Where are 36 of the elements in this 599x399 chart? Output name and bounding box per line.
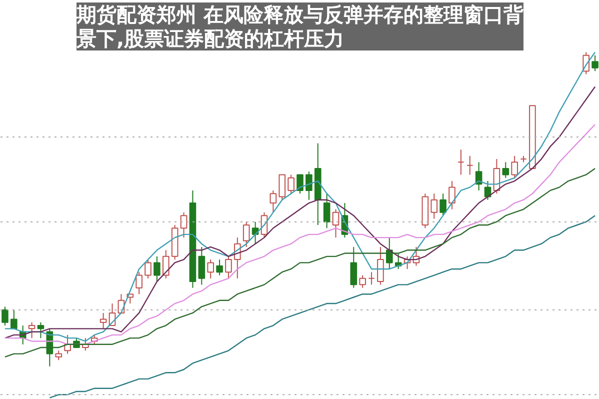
- candlestick: [144, 259, 152, 279]
- candlestick: [136, 272, 142, 295]
- candlestick: [466, 155, 474, 176]
- candlestick: [270, 190, 277, 213]
- candlestick: [154, 256, 160, 282]
- candlestick: [100, 312, 107, 330]
- candlestick: [296, 174, 304, 194]
- candlestick: [288, 174, 294, 194]
- candlestick: [37, 322, 44, 339]
- candlestick: [458, 149, 464, 176]
- candlestick: [592, 54, 598, 72]
- candlestick: [198, 246, 206, 286]
- candlestick: [180, 212, 188, 238]
- candlestick: [332, 208, 340, 238]
- candlestick: [377, 246, 384, 286]
- candlestick: [350, 246, 358, 288]
- candlestick: [511, 155, 518, 178]
- chart-title: 期货配资郑州 在风险释放与反弹并存的整理窗口背景下,股票证券配资的杠杆压力: [76, 2, 524, 50]
- candlestick: [28, 322, 36, 339]
- candlestick: [306, 171, 312, 200]
- candlestick: [359, 274, 366, 288]
- candlestick: [55, 350, 62, 361]
- candlestick: [2, 306, 8, 326]
- candlestick: [448, 180, 456, 210]
- candlestick: [430, 193, 438, 220]
- candlestick: [162, 250, 170, 279]
- candlestick: [216, 259, 223, 276]
- candlestick: [207, 259, 214, 279]
- candlestick: [323, 193, 330, 229]
- candlestick: [502, 162, 510, 178]
- candlestick: [225, 256, 232, 279]
- candlestick: [440, 193, 446, 216]
- candlestick: [242, 221, 250, 248]
- candlestick: [368, 272, 375, 286]
- candlestick: [10, 309, 18, 330]
- candlestick: [278, 174, 286, 200]
